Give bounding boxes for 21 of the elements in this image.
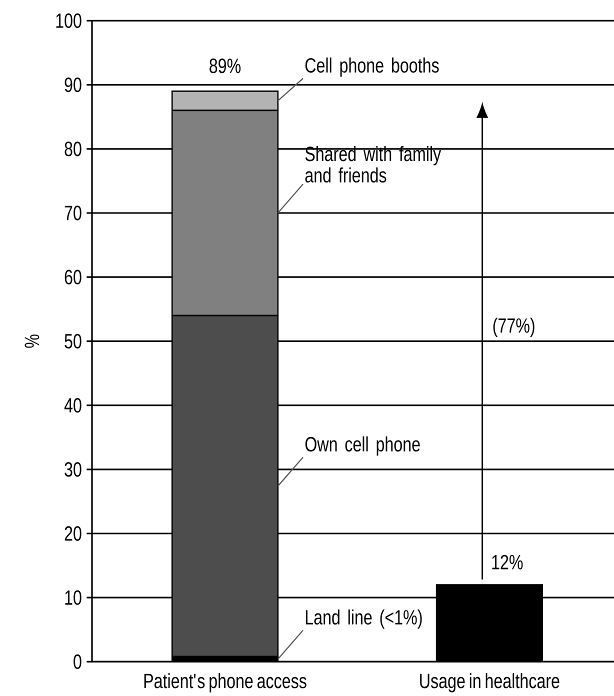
y-tick-label: 0 bbox=[74, 654, 82, 670]
x-tick-label: Patient's phone access bbox=[144, 673, 306, 692]
series-label: Own cell phone bbox=[305, 436, 420, 456]
y-tick-label: 40 bbox=[64, 398, 82, 413]
y-tick-label: 50 bbox=[64, 334, 82, 349]
total-label: 12% bbox=[492, 554, 523, 570]
series-label: Cell phone booths bbox=[305, 58, 439, 77]
series-label: Land line (<1%) bbox=[306, 609, 422, 629]
y-tick-label: 100 bbox=[56, 13, 82, 28]
x-tick-label: Usage in healthcare bbox=[420, 673, 560, 692]
y-tick-label: 10 bbox=[65, 590, 82, 605]
y-axis-title: % bbox=[24, 334, 40, 348]
total-label: 89% bbox=[210, 58, 241, 74]
y-tick-label: 20 bbox=[64, 526, 82, 541]
y-tick-label: 30 bbox=[64, 462, 82, 477]
series-label: Shared with family and friends bbox=[305, 146, 442, 183]
y-tick-label: 80 bbox=[64, 142, 82, 156]
y-tick-label: 60 bbox=[64, 270, 82, 284]
y-tick-label: 70 bbox=[64, 206, 82, 220]
annotation: (77%) bbox=[493, 318, 534, 337]
y-tick-label: 90 bbox=[64, 77, 82, 92]
